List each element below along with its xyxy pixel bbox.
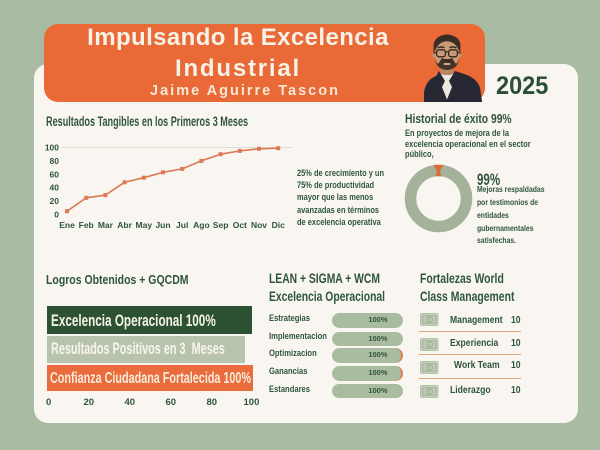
svg-text:80: 80 — [50, 156, 60, 166]
svg-text:Jul: Jul — [176, 220, 188, 230]
svg-text:Sep: Sep — [213, 220, 229, 230]
svg-text:Ene: Ene — [59, 220, 75, 230]
svg-text:100: 100 — [45, 143, 59, 153]
svg-text:Mar: Mar — [98, 220, 114, 230]
svg-text:May: May — [136, 220, 153, 230]
svg-text:Oct: Oct — [233, 220, 247, 230]
svg-text:Jun: Jun — [155, 220, 170, 230]
svg-text:20: 20 — [50, 196, 60, 206]
svg-text:Abr: Abr — [117, 220, 132, 230]
svg-text:40: 40 — [50, 183, 60, 193]
svg-text:Feb: Feb — [79, 220, 94, 230]
svg-text:0: 0 — [54, 210, 59, 220]
svg-text:Nov: Nov — [251, 220, 267, 230]
svg-text:Dic: Dic — [272, 220, 286, 230]
svg-text:Ago: Ago — [193, 220, 210, 230]
svg-text:60: 60 — [50, 169, 60, 179]
